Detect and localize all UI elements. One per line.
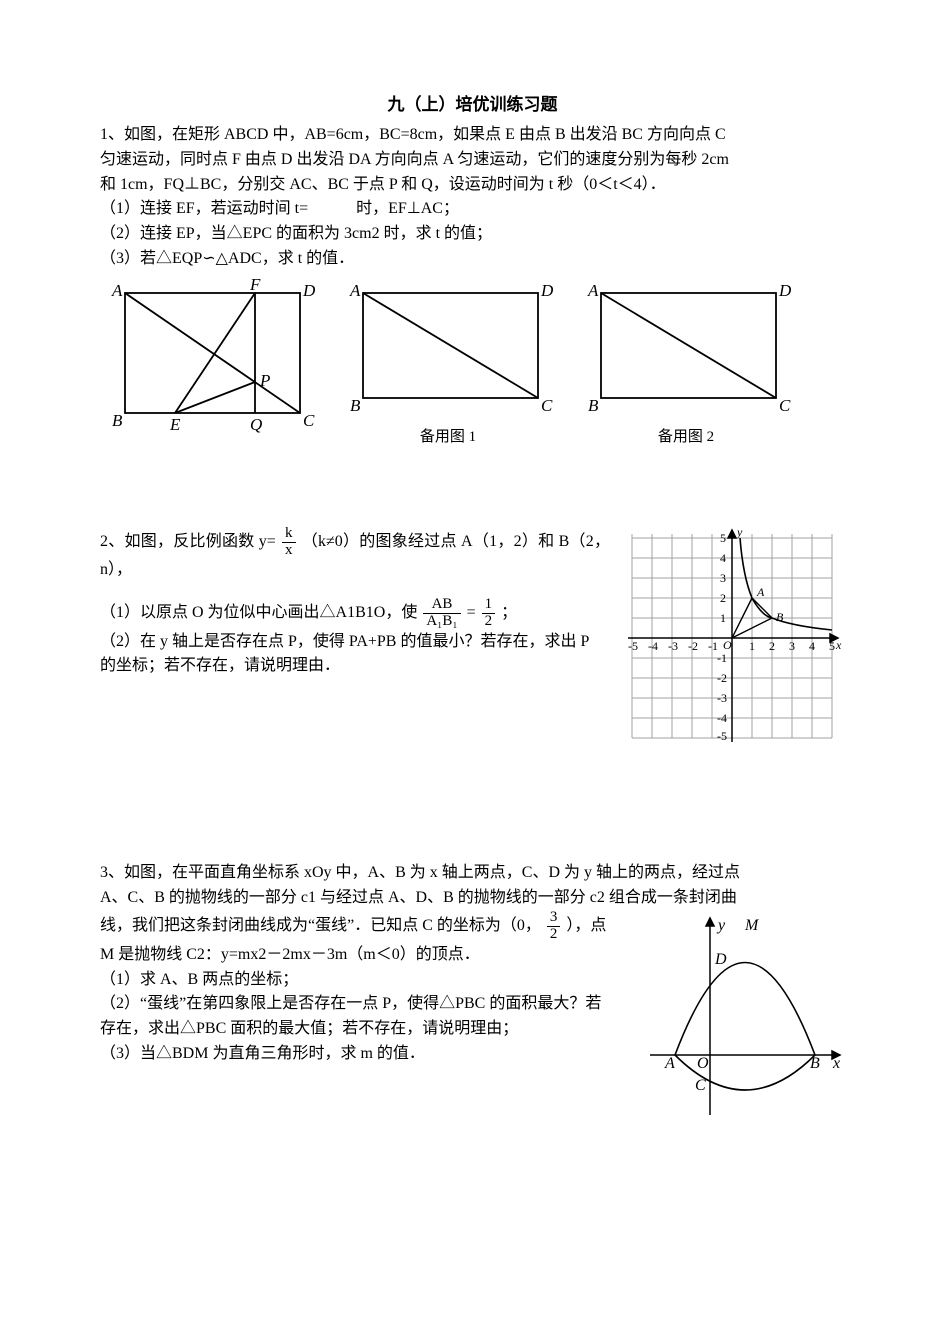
p2-l1a: 2、如图，反比例函数 y= xyxy=(100,533,276,550)
svg-text:x: x xyxy=(832,1055,840,1072)
svg-text:M: M xyxy=(744,917,760,934)
p1-fig-backup2: A D B C 备用图 2 xyxy=(576,278,796,446)
svg-text:D: D xyxy=(778,281,792,300)
page: 九（上）培优训练习题 1、如图，在矩形 ABCD 中，AB=6cm，BC=8cm… xyxy=(0,0,945,1180)
svg-text:B: B xyxy=(112,411,123,430)
p3-l4: M 是抛物线 C2：y=mx2－2mx－3m（m＜0）的顶点． xyxy=(100,943,635,968)
svg-text:2: 2 xyxy=(769,639,775,653)
svg-text:F: F xyxy=(249,278,261,294)
svg-text:B: B xyxy=(810,1055,820,1072)
p1-q2: （2）连接 EP，当△EPC 的面积为 3cm2 时，求 t 的值； xyxy=(100,222,845,247)
svg-text:-2: -2 xyxy=(717,671,727,685)
p3-figure: y M D x A O B C xyxy=(645,910,845,1120)
p2-frac-half: 1 2 xyxy=(482,597,496,630)
svg-text:4: 4 xyxy=(809,639,815,653)
svg-text:O: O xyxy=(723,638,732,652)
svg-text:C: C xyxy=(303,411,315,430)
p1-fig-main: A F D B E Q C P xyxy=(100,278,320,443)
svg-text:O: O xyxy=(697,1055,709,1072)
p2-frac-ab: AB A₁B₁ xyxy=(423,597,460,630)
svg-text:y: y xyxy=(716,917,726,934)
svg-text:B: B xyxy=(776,610,784,624)
svg-text:D: D xyxy=(540,281,554,300)
svg-text:-2: -2 xyxy=(688,639,698,653)
p2-q1a: （1）以原点 O 为位似中心画出△A1B1O，使 xyxy=(100,604,417,621)
svg-text:3: 3 xyxy=(720,571,726,585)
p1-cap1: 备用图 1 xyxy=(338,425,558,446)
svg-text:A: A xyxy=(587,281,599,300)
svg-text:5: 5 xyxy=(829,639,835,653)
svg-text:-3: -3 xyxy=(668,639,678,653)
svg-text:-4: -4 xyxy=(648,639,658,653)
svg-text:1: 1 xyxy=(720,611,726,625)
p3-q3: （3）当△BDM 为直角三角形时，求 m 的值． xyxy=(100,1042,635,1067)
p3-q2b: 存在，求出△PBC 面积的最大值；若不存在，请说明理由； xyxy=(100,1017,635,1042)
p2-line1: 2、如图，反比例函数 y= k x （k≠0）的图象经过点 A（1，2）和 B（… xyxy=(100,526,610,583)
p1-line2: 匀速运动，同时点 F 由点 D 出发沿 DA 方向向点 A 匀速运动，它们的速度… xyxy=(100,148,845,173)
svg-text:-5: -5 xyxy=(717,729,727,743)
p3-q1: （1）求 A、B 两点的坐标； xyxy=(100,968,635,993)
p2-graph: y x O A B -5-4-3 -2-1 123 45 543 21 -1-2… xyxy=(620,526,845,751)
svg-text:E: E xyxy=(169,415,181,434)
svg-text:x: x xyxy=(835,638,842,652)
svg-text:C: C xyxy=(779,396,791,415)
p1-figures: A F D B E Q C P A D xyxy=(100,278,845,446)
p1-cap2: 备用图 2 xyxy=(576,425,796,446)
svg-text:-4: -4 xyxy=(717,711,727,725)
p1-q1: （1）连接 EF，若运动时间 t= 时，EF⊥AC； xyxy=(100,197,845,222)
svg-text:A: A xyxy=(111,281,123,300)
svg-text:A: A xyxy=(349,281,361,300)
svg-text:3: 3 xyxy=(789,639,795,653)
svg-text:4: 4 xyxy=(720,551,726,565)
p3-frac-32: 3 2 xyxy=(547,910,561,943)
p1-line3: 和 1cm，FQ⊥BC，分别交 AC、BC 于点 P 和 Q，设运动时间为 t … xyxy=(100,173,845,198)
svg-text:P: P xyxy=(259,371,270,390)
svg-text:5: 5 xyxy=(720,531,726,545)
svg-text:-1: -1 xyxy=(717,651,727,665)
svg-text:-3: -3 xyxy=(717,691,727,705)
svg-text:-5: -5 xyxy=(628,639,638,653)
p3-block: 线，我们把这条封闭曲线成为“蛋线”．已知点 C 的坐标为（0， 3 2 ），点 … xyxy=(100,910,845,1120)
p3-l2: A、C、B 的抛物线的一部分 c1 与经过点 A、D、B 的抛物线的一部分 c2… xyxy=(100,886,845,911)
svg-text:B: B xyxy=(588,396,599,415)
svg-text:D: D xyxy=(714,951,727,968)
p1-q3: （3）若△EQP∽△ADC，求 t 的值． xyxy=(100,247,845,272)
svg-text:1: 1 xyxy=(749,639,755,653)
svg-text:A: A xyxy=(756,585,765,599)
p2-block: 2、如图，反比例函数 y= k x （k≠0）的图象经过点 A（1，2）和 B（… xyxy=(100,526,845,751)
p3-l3b: ），点 xyxy=(566,917,606,934)
p2-frac-kx: k x xyxy=(282,526,296,559)
doc-title: 九（上）培优训练习题 xyxy=(100,90,845,115)
svg-text:2: 2 xyxy=(720,591,726,605)
p2-q1: （1）以原点 O 为位似中心画出△A1B1O，使 AB A₁B₁ = 1 2 ； xyxy=(100,597,610,630)
svg-text:C: C xyxy=(695,1077,706,1094)
p2-q1b: ； xyxy=(501,604,517,621)
p2-q2: （2）在 y 轴上是否存在点 P，使得 PA+PB 的值最小？若存在，求出 P xyxy=(100,630,610,655)
p1-fig-backup1: A D B C 备用图 1 xyxy=(338,278,558,446)
p3-l3: 线，我们把这条封闭曲线成为“蛋线”．已知点 C 的坐标为（0， 3 2 ），点 xyxy=(100,910,635,943)
p1-line1: 1、如图，在矩形 ABCD 中，AB=6cm，BC=8cm，如果点 E 由点 B… xyxy=(100,123,845,148)
p2-q2b: 的坐标；若不存在，请说明理由． xyxy=(100,654,610,679)
svg-text:B: B xyxy=(350,396,361,415)
svg-text:C: C xyxy=(541,396,553,415)
p2-eq: = xyxy=(467,604,476,621)
svg-text:A: A xyxy=(664,1055,675,1072)
svg-text:Q: Q xyxy=(250,415,262,434)
p3-l3a: 线，我们把这条封闭曲线成为“蛋线”．已知点 C 的坐标为（0， xyxy=(100,917,541,934)
svg-text:D: D xyxy=(302,281,316,300)
svg-text:y: y xyxy=(736,526,743,539)
p3-q2: （2）“蛋线”在第四象限上是否存在一点 P，使得△PBC 的面积最大？若 xyxy=(100,992,635,1017)
p3-l1: 3、如图，在平面直角坐标系 xOy 中，A、B 为 x 轴上两点，C、D 为 y… xyxy=(100,861,845,886)
